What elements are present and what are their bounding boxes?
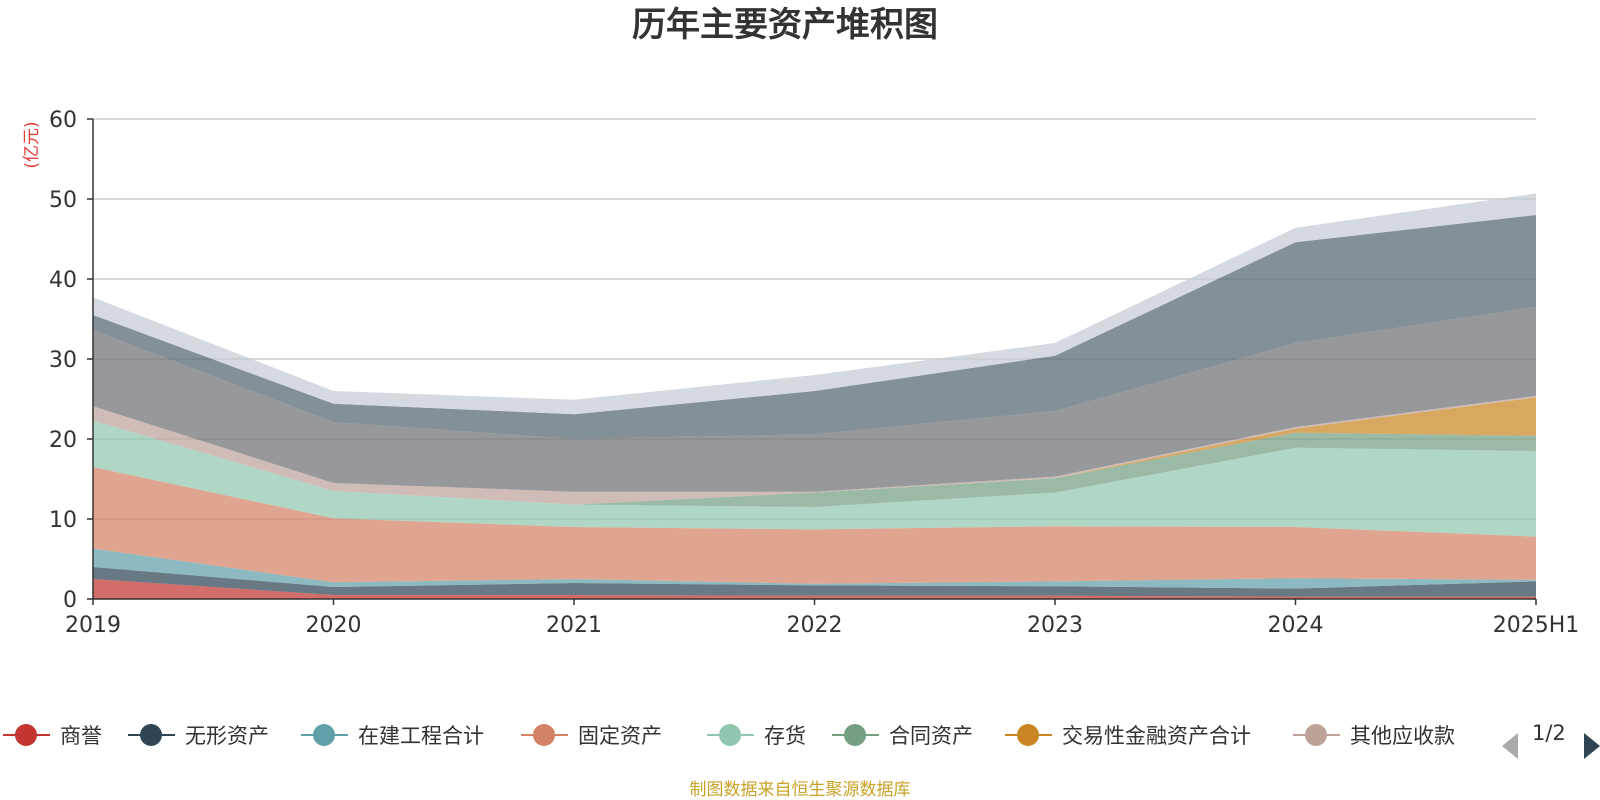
legend-item[interactable]: 固定资产 [521,724,662,748]
legend-next-arrow-icon[interactable] [1584,733,1600,759]
y-tick-label: 0 [63,588,77,613]
area-series-2 [93,567,1536,597]
y-tick-label: 50 [49,188,77,213]
legend-label: 商誉 [60,724,102,748]
legend-item[interactable]: 合同资产 [832,724,973,748]
area-series-4 [93,467,1536,584]
y-tick-label: 40 [49,268,77,293]
data-source-note: 制图数据来自恒生聚源数据库 [690,780,911,800]
x-tick-label: 2023 [1027,613,1083,638]
legend-marker-icon [719,724,741,746]
y-axis-unit: (亿元) [22,121,42,168]
x-axis-ticks: 2019 2020 2021 2022 2023 2024 2025H1 [65,599,1579,638]
area-series-1 [93,579,1536,599]
legend-label: 无形资产 [185,724,269,748]
x-tick-label: 2020 [306,613,362,638]
legend-marker-icon [1305,724,1327,746]
y-tick-label: 60 [49,108,77,133]
area-series-5 [93,420,1536,537]
legend-page-indicator: 1/2 [1532,721,1566,745]
x-tick-label: 2024 [1268,613,1324,638]
x-tick-label: 2019 [65,613,121,638]
legend-marker-icon [15,724,37,746]
y-tick-label: 20 [49,428,77,453]
legend-marker-icon [1017,724,1039,746]
legend-item[interactable]: 其他应收款 [1293,724,1455,748]
area-series-10 [93,215,1536,439]
area-series [93,193,1536,599]
y-axis-ticks: 0 10 20 30 40 50 60 [49,108,93,613]
chart-title: 历年主要资产堆积图 [632,5,938,45]
legend-item[interactable]: 存货 [707,724,806,748]
legend-item[interactable]: 交易性金融资产合计 [1005,724,1251,748]
area-series-9 [93,307,1536,492]
x-tick-label: 2021 [546,613,602,638]
y-tick-label: 30 [49,348,77,373]
legend: 商誉 无形资产 在建工程合计 固定资产 存货 合同资产 交易性金融资产合计 其他应收款 [3,724,1455,748]
legend-pager: 1/2 [1502,721,1600,759]
x-tick-label: 2025H1 [1493,613,1580,638]
legend-item[interactable]: 在建工程合计 [301,724,484,748]
legend-marker-icon [313,724,335,746]
area-series-3 [93,548,1536,589]
legend-label: 其他应收款 [1350,724,1455,748]
legend-marker-icon [533,724,555,746]
y-tick-label: 10 [49,508,77,533]
legend-label: 固定资产 [578,724,662,748]
legend-item[interactable]: 商誉 [3,724,102,748]
area-series-11 [93,193,1536,415]
legend-label: 在建工程合计 [358,724,484,748]
legend-label: 合同资产 [889,724,973,748]
legend-marker-icon [140,724,162,746]
legend-item[interactable]: 无形资产 [128,724,269,748]
legend-prev-arrow-icon[interactable] [1502,733,1518,759]
x-tick-label: 2022 [787,613,843,638]
legend-label: 交易性金融资产合计 [1062,724,1251,748]
legend-label: 存货 [764,724,806,748]
legend-marker-icon [844,724,866,746]
